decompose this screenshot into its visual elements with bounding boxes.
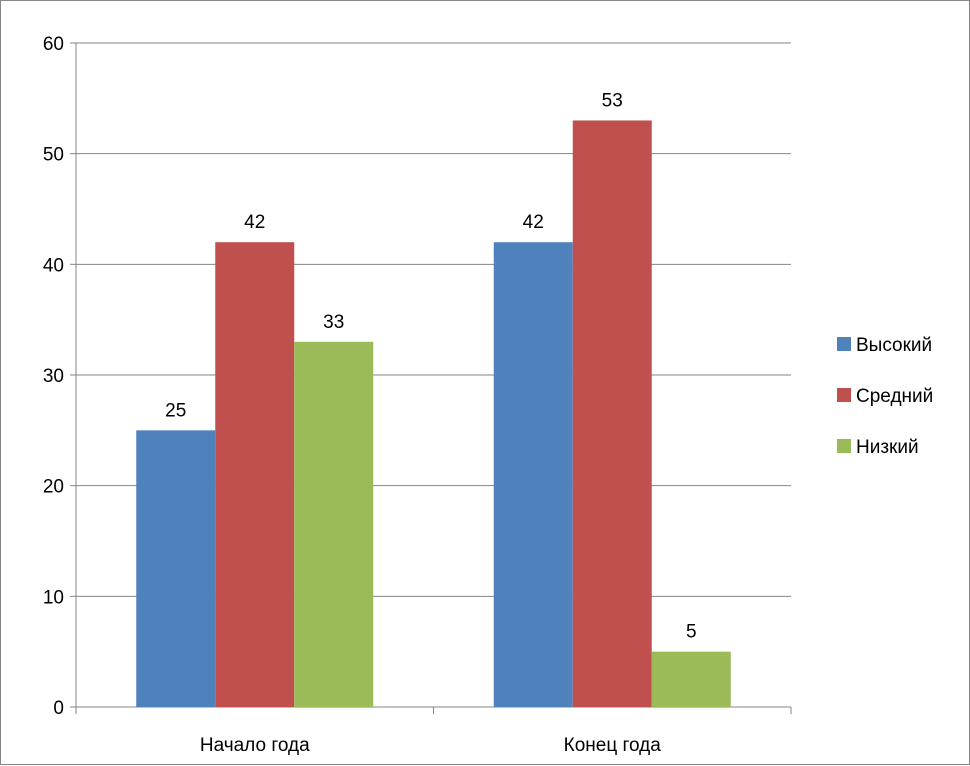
bar [572,120,652,707]
legend-swatch [837,439,851,453]
data-label: 42 [244,212,265,233]
data-label: 42 [523,212,544,233]
data-label: 5 [686,622,697,643]
y-tick-label: 10 [43,587,64,608]
legend-label: Средний [856,386,933,407]
y-tick-label: 30 [43,366,64,387]
y-tick-label: 50 [43,145,64,166]
legend-label: Низкий [856,437,919,458]
bar [493,242,573,707]
bar [294,341,374,707]
legend-swatch [837,337,851,351]
legend: Высокий Средний Низкий [837,335,933,458]
bar [136,430,216,707]
data-labels: 25 42 33 42 53 5 [165,90,696,642]
y-tick-label: 20 [43,477,64,498]
data-label: 53 [602,90,623,111]
category-label: Конец года [564,735,662,756]
data-label: 33 [323,312,344,333]
legend-swatch [837,388,851,402]
data-label: 25 [165,400,186,421]
category-label: Начало года [200,735,310,756]
bar [215,242,295,707]
legend-label: Высокий [856,335,932,356]
y-tick-label: 60 [43,34,64,55]
y-tick-label: 40 [43,255,64,276]
bars [136,120,731,707]
y-tick-label: 0 [53,698,64,719]
bar [651,651,731,707]
